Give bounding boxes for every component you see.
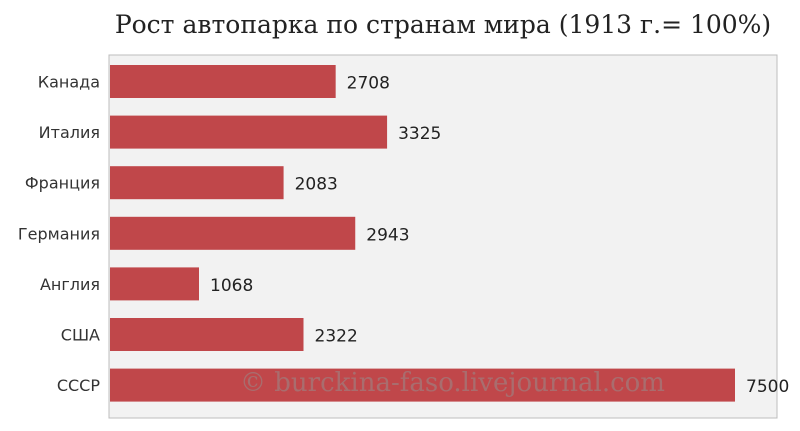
bar-6 xyxy=(110,368,735,402)
category-label-5: США xyxy=(61,326,100,345)
watermark-text: © burckina-faso.livejournal.com xyxy=(240,368,665,398)
value-label-1: 3325 xyxy=(398,124,441,144)
value-label-5: 2322 xyxy=(315,327,358,347)
value-label-2: 2083 xyxy=(295,175,338,195)
chart-title: Рост автопарка по странам мира (1913 г.=… xyxy=(114,10,772,39)
bar-1 xyxy=(110,115,388,149)
category-label-1: Италия xyxy=(39,123,100,142)
value-labels: 2708 3325 2083 2943 1068 2322 7500 xyxy=(210,74,789,398)
bar-5 xyxy=(110,318,304,351)
value-label-6: 7500 xyxy=(746,377,789,397)
bar-0 xyxy=(110,65,336,98)
value-label-3: 2943 xyxy=(366,225,409,245)
category-labels: Канада Италия Франция Германия Англия США СССР xyxy=(18,73,100,396)
value-label-0: 2708 xyxy=(347,74,390,94)
category-label-6: СССР xyxy=(57,376,101,395)
category-label-0: Канада xyxy=(38,73,100,92)
category-label-4: Англия xyxy=(40,275,100,294)
bar-4 xyxy=(110,267,199,301)
category-label-2: Франция xyxy=(25,174,100,193)
bars-layer xyxy=(110,65,735,402)
value-label-4: 1068 xyxy=(210,276,253,296)
bar-2 xyxy=(110,166,284,200)
bar-3 xyxy=(110,216,356,250)
category-label-3: Германия xyxy=(18,224,100,243)
